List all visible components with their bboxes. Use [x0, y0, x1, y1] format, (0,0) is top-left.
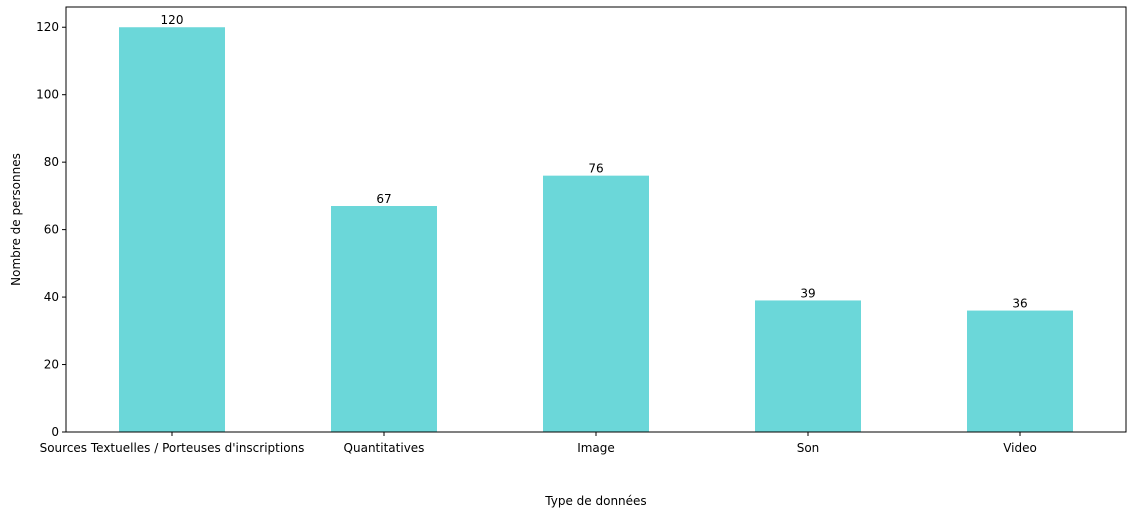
plot-frame [65, 6, 1127, 433]
bar [755, 300, 861, 432]
bar [543, 175, 649, 432]
y-axis-title: Nombre de personnes [9, 153, 23, 286]
x-tick-label: Video [1003, 441, 1037, 455]
bars-group [119, 27, 1073, 432]
bar-value-label: 67 [376, 192, 391, 206]
bar-value-label: 36 [1012, 297, 1027, 311]
y-tick-label: 40 [44, 290, 59, 304]
bar [119, 27, 225, 432]
y-tick-label: 60 [44, 223, 59, 237]
data-labels: 120 67 76 39 36 [161, 13, 1028, 310]
y-axis-ticks: 0 20 40 60 80 100 120 [36, 20, 66, 439]
bar [967, 310, 1073, 432]
bar [331, 206, 437, 432]
x-tick-label: Quantitatives [344, 441, 425, 455]
x-tick-label: Sources Textuelles / Porteuses d'inscrip… [40, 441, 305, 455]
bar-value-label: 39 [800, 286, 815, 300]
x-axis-ticks: Sources Textuelles / Porteuses d'inscrip… [40, 432, 1037, 455]
y-tick-label: 0 [51, 425, 59, 439]
y-tick-label: 120 [36, 20, 59, 34]
x-tick-label: Image [577, 441, 615, 455]
x-tick-label: Son [797, 441, 820, 455]
bar-value-label: 76 [588, 162, 603, 176]
x-axis-title: Type de données [544, 494, 646, 508]
y-tick-label: 100 [36, 88, 59, 102]
y-tick-label: 20 [44, 358, 59, 372]
bar-value-label: 120 [161, 13, 184, 27]
y-tick-label: 80 [44, 155, 59, 169]
